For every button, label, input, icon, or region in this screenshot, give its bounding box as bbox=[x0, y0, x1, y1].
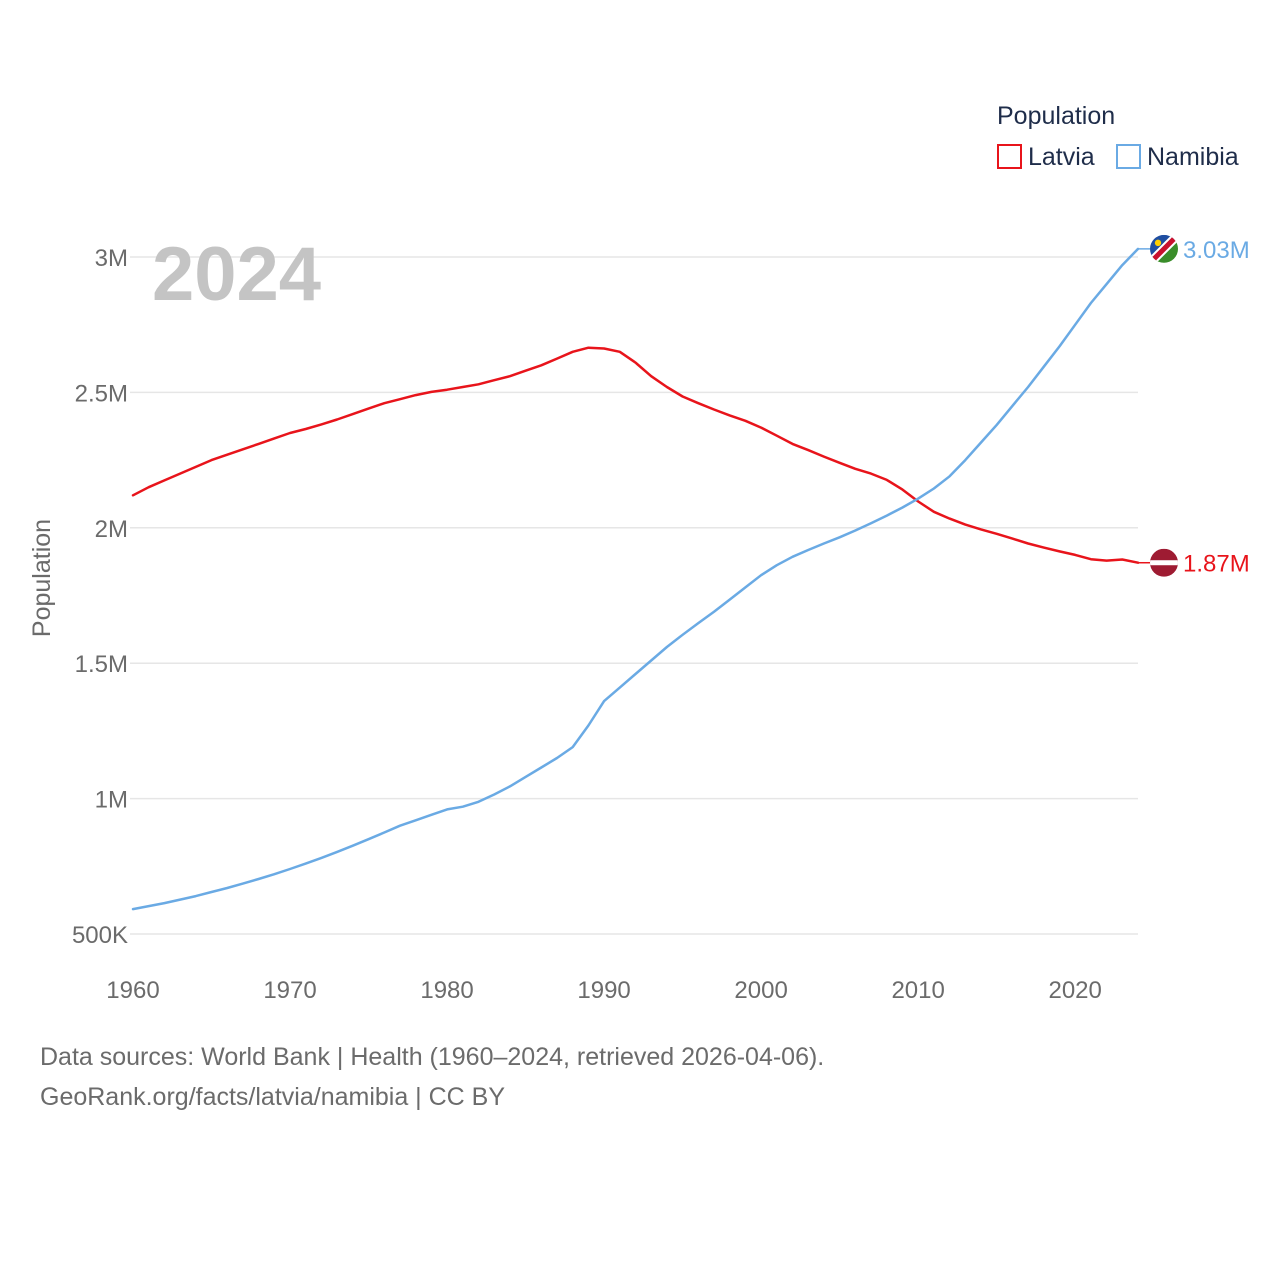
legend-item-latvia[interactable]: Latvia bbox=[997, 143, 1095, 171]
data-sources-note: Data sources: World Bank | Health (1960–… bbox=[40, 1043, 825, 1071]
end-value-label-namibia: 3.03M bbox=[1183, 237, 1250, 264]
series-line-latvia[interactable] bbox=[131, 346, 1140, 564]
series-layer bbox=[131, 247, 1140, 911]
y-tick-label: 3M bbox=[95, 245, 128, 272]
namibia-flag-icon bbox=[1150, 234, 1178, 263]
series-line-namibia[interactable] bbox=[131, 247, 1140, 911]
legend-label-namibia: Namibia bbox=[1147, 143, 1239, 171]
x-tick-label: 2010 bbox=[891, 977, 944, 1004]
x-tick-label: 1960 bbox=[106, 977, 159, 1004]
y-tick-label: 500K bbox=[72, 922, 128, 949]
y-tick-label: 1M bbox=[95, 787, 128, 814]
y-tick-label: 1.5M bbox=[75, 651, 128, 678]
y-tick-label: 2M bbox=[95, 516, 128, 543]
source-link[interactable]: GeoRank.org/facts/latvia/namibia | CC BY bbox=[40, 1083, 506, 1111]
legend: Population Latvia Namibia bbox=[997, 102, 1239, 171]
year-label: 2024 bbox=[152, 232, 321, 317]
legend-title: Population bbox=[997, 102, 1115, 130]
y-tick-label: 2.5M bbox=[75, 380, 128, 407]
legend-swatch-latvia bbox=[997, 144, 1022, 169]
end-layer: 1.87M 3.03M bbox=[1138, 234, 1250, 578]
legend-item-namibia[interactable]: Namibia bbox=[1116, 143, 1239, 171]
x-tick-label: 2000 bbox=[734, 977, 787, 1004]
grid-layer bbox=[130, 256, 1138, 935]
x-tick-label: 1970 bbox=[263, 977, 316, 1004]
x-tick-label: 1980 bbox=[420, 977, 473, 1004]
y-tick-layer: 500K 1M 1.5M 2M 2.5M 3M bbox=[72, 245, 128, 949]
latvia-flag-icon bbox=[1150, 548, 1178, 577]
end-value-label-latvia: 1.87M bbox=[1183, 551, 1250, 578]
y-axis-title: Population bbox=[28, 519, 56, 637]
x-tick-layer: 1960 1970 1980 1990 2000 2010 2020 bbox=[106, 977, 1102, 1004]
legend-label-latvia: Latvia bbox=[1028, 143, 1095, 171]
x-tick-label: 2020 bbox=[1048, 977, 1101, 1004]
legend-swatch-namibia bbox=[1116, 144, 1141, 169]
x-tick-label: 1990 bbox=[577, 977, 630, 1004]
